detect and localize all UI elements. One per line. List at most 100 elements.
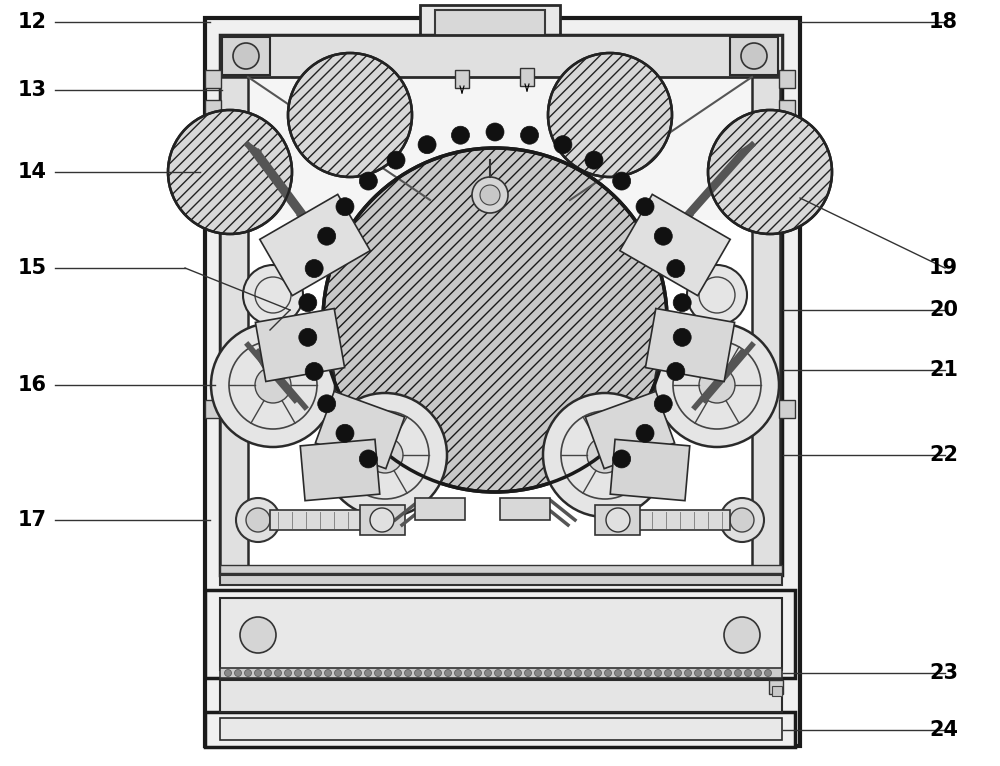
Text: 18: 18 xyxy=(929,12,958,32)
Circle shape xyxy=(564,669,572,676)
Bar xyxy=(220,565,782,573)
Circle shape xyxy=(724,617,760,653)
Text: 13: 13 xyxy=(18,80,47,100)
Polygon shape xyxy=(260,195,370,296)
Circle shape xyxy=(315,669,322,676)
Bar xyxy=(455,70,469,88)
Bar xyxy=(779,130,795,148)
Bar xyxy=(205,70,221,88)
Bar xyxy=(520,68,534,86)
Circle shape xyxy=(405,669,412,676)
Circle shape xyxy=(240,617,276,653)
Bar xyxy=(222,37,270,75)
Circle shape xyxy=(585,151,603,169)
Circle shape xyxy=(613,172,631,190)
Bar xyxy=(205,130,221,148)
Circle shape xyxy=(673,293,691,312)
Circle shape xyxy=(370,508,394,532)
Circle shape xyxy=(543,393,667,517)
Circle shape xyxy=(345,669,352,676)
Bar xyxy=(779,100,795,118)
Circle shape xyxy=(674,669,682,676)
Text: 20: 20 xyxy=(929,300,958,320)
Circle shape xyxy=(654,394,672,413)
Circle shape xyxy=(613,450,631,468)
Circle shape xyxy=(359,450,377,468)
Bar xyxy=(630,510,730,530)
Circle shape xyxy=(255,669,262,676)
Bar xyxy=(752,77,780,575)
Circle shape xyxy=(295,669,302,676)
Circle shape xyxy=(255,367,291,403)
Circle shape xyxy=(305,669,312,676)
Circle shape xyxy=(305,362,323,381)
Circle shape xyxy=(233,43,259,69)
Bar xyxy=(415,498,465,520)
Circle shape xyxy=(708,110,832,234)
Bar xyxy=(220,718,782,740)
Circle shape xyxy=(654,669,662,676)
Circle shape xyxy=(734,669,742,676)
Bar xyxy=(435,10,545,40)
Circle shape xyxy=(367,437,403,473)
Circle shape xyxy=(243,265,303,325)
Circle shape xyxy=(704,669,712,676)
Text: 24: 24 xyxy=(929,720,958,740)
Bar xyxy=(220,680,782,712)
Text: 15: 15 xyxy=(18,258,47,278)
Circle shape xyxy=(699,367,735,403)
Circle shape xyxy=(544,669,552,676)
Polygon shape xyxy=(610,440,690,501)
Circle shape xyxy=(554,136,572,154)
Circle shape xyxy=(594,669,602,676)
Circle shape xyxy=(724,669,732,676)
Bar xyxy=(205,18,800,746)
Circle shape xyxy=(684,669,692,676)
Circle shape xyxy=(415,669,422,676)
Bar xyxy=(205,100,221,118)
Circle shape xyxy=(635,669,642,676)
Circle shape xyxy=(655,323,779,447)
Polygon shape xyxy=(620,195,730,296)
Circle shape xyxy=(606,508,630,532)
Circle shape xyxy=(299,329,317,346)
Circle shape xyxy=(624,669,632,676)
Polygon shape xyxy=(300,440,380,501)
Circle shape xyxy=(554,669,562,676)
Circle shape xyxy=(299,293,317,312)
Circle shape xyxy=(418,136,436,154)
Circle shape xyxy=(486,123,504,141)
Bar xyxy=(220,35,782,575)
Circle shape xyxy=(475,669,482,676)
Circle shape xyxy=(548,53,672,177)
Polygon shape xyxy=(255,309,345,381)
Polygon shape xyxy=(645,309,735,381)
Text: 12: 12 xyxy=(18,12,47,32)
Circle shape xyxy=(480,185,500,205)
Circle shape xyxy=(654,228,672,245)
Bar xyxy=(595,505,640,535)
Circle shape xyxy=(465,669,472,676)
Circle shape xyxy=(325,669,332,676)
Circle shape xyxy=(614,669,622,676)
Circle shape xyxy=(275,669,282,676)
Circle shape xyxy=(664,669,672,676)
Circle shape xyxy=(765,669,772,676)
Circle shape xyxy=(359,172,377,190)
Circle shape xyxy=(714,669,722,676)
Circle shape xyxy=(524,669,532,676)
Circle shape xyxy=(667,260,685,277)
Bar xyxy=(769,680,783,694)
Circle shape xyxy=(694,669,702,676)
Circle shape xyxy=(495,669,502,676)
Circle shape xyxy=(584,669,592,676)
Circle shape xyxy=(365,669,372,676)
Circle shape xyxy=(435,669,442,676)
Circle shape xyxy=(644,669,652,676)
Text: 16: 16 xyxy=(18,375,47,395)
Circle shape xyxy=(265,669,272,676)
Circle shape xyxy=(505,669,512,676)
Text: 19: 19 xyxy=(929,258,958,278)
Circle shape xyxy=(667,362,685,381)
Circle shape xyxy=(375,669,382,676)
